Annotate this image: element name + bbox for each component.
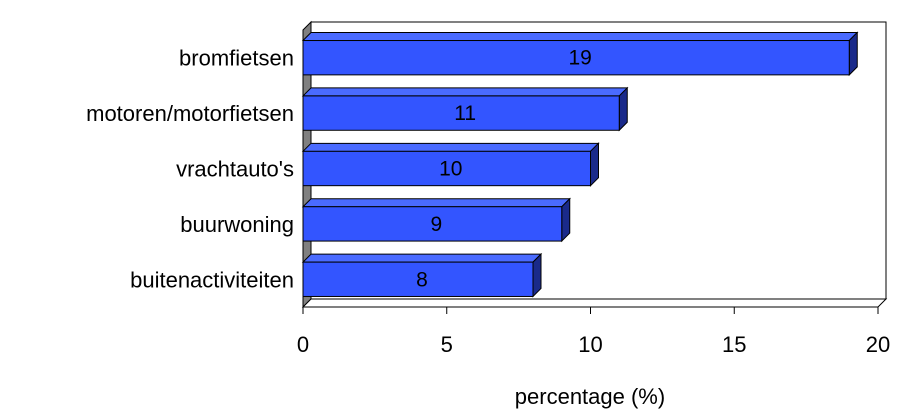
data-label: 19 xyxy=(568,47,591,70)
x-tick-label: 20 xyxy=(866,332,890,357)
bar-top xyxy=(301,198,571,208)
category-label: bromfietsen xyxy=(179,46,294,71)
category-label: motoren/motorfietsen xyxy=(86,101,294,126)
x-tick-label: 0 xyxy=(297,332,309,357)
bar-front xyxy=(302,206,563,242)
category-label: vrachtauto's xyxy=(176,157,294,182)
bar-side xyxy=(848,31,858,77)
bar-top xyxy=(301,87,629,97)
category-label: buurwoning xyxy=(180,212,294,237)
x-tick-label: 10 xyxy=(578,332,602,357)
bar-top xyxy=(301,142,600,152)
bar-front xyxy=(302,150,591,187)
bars-group: 19 11 10 9 8 xyxy=(301,31,859,298)
bar-side xyxy=(561,197,571,243)
floor xyxy=(301,298,888,308)
bar-side xyxy=(618,86,628,132)
category-labels: bromfietsen motoren/motorfietsen vrachtaut… xyxy=(86,46,294,293)
x-tick-label: 15 xyxy=(722,332,746,357)
bar-side xyxy=(532,252,542,298)
data-label: 8 xyxy=(416,268,428,291)
bar: 11 xyxy=(301,86,629,132)
x-axis: 0 5 10 15 20 xyxy=(297,306,890,357)
bar: 10 xyxy=(301,142,600,187)
bar: 9 xyxy=(301,197,571,243)
bar-front xyxy=(302,261,534,297)
category-label: buitenactiviteiten xyxy=(130,267,294,292)
x-tick-label: 5 xyxy=(441,332,453,357)
bar: 8 xyxy=(301,252,543,298)
bar: 19 xyxy=(301,31,859,77)
data-label: 11 xyxy=(454,102,476,125)
bar-side xyxy=(590,142,599,187)
bar-front xyxy=(302,95,620,131)
bar-top xyxy=(301,32,859,42)
data-label: 9 xyxy=(431,213,443,236)
bar-top xyxy=(301,253,543,263)
x-axis-title: percentage (%) xyxy=(515,384,665,409)
data-label: 10 xyxy=(439,158,462,181)
bar-front xyxy=(302,40,850,76)
